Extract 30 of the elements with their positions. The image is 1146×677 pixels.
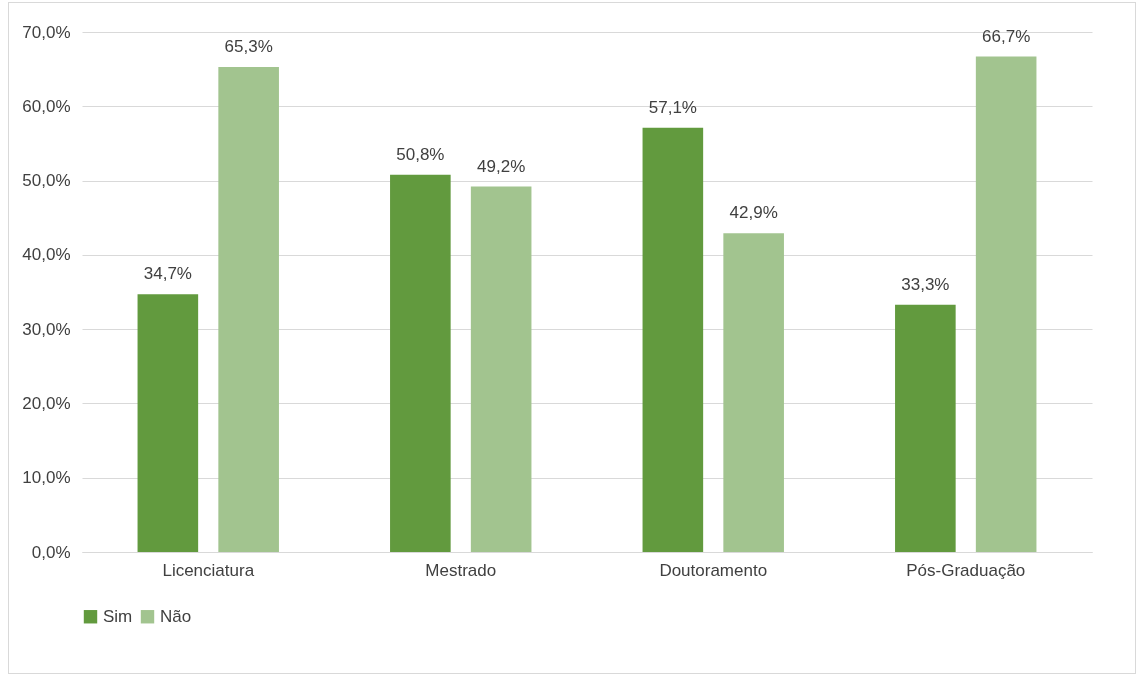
x-tick-label: Mestrado: [425, 560, 497, 580]
data-label: 49,2%: [477, 156, 526, 176]
data-label: 33,3%: [901, 274, 950, 294]
bar: [642, 127, 704, 552]
bar: [975, 56, 1037, 552]
bar: [723, 233, 784, 552]
y-tick-label: 30,0%: [22, 319, 71, 339]
bar: [390, 174, 451, 552]
x-tick-label: Doutoramento: [659, 560, 768, 580]
bar: [218, 66, 279, 552]
y-tick-label: 70,0%: [22, 22, 71, 42]
data-label: 65,3%: [224, 36, 273, 56]
data-label: 66,7%: [982, 26, 1031, 46]
x-tick-label: Licenciatura: [162, 560, 255, 580]
y-tick-label: 10,0%: [22, 468, 71, 488]
bar: [895, 304, 956, 552]
y-tick-label: 20,0%: [22, 393, 71, 413]
y-tick-label: 50,0%: [22, 171, 71, 191]
data-label: 50,8%: [396, 144, 445, 164]
x-tick-label: Pós-Graduação: [906, 560, 1026, 580]
data-label: 34,7%: [143, 264, 192, 284]
data-label: 42,9%: [729, 203, 778, 223]
y-tick-label: 40,0%: [22, 245, 71, 265]
data-label: 57,1%: [648, 97, 697, 117]
bar: [137, 294, 199, 552]
legend-label: Não: [160, 606, 192, 626]
bar: [470, 186, 532, 552]
y-tick-label: 0,0%: [31, 542, 71, 562]
legend-label: Sim: [103, 606, 133, 626]
y-tick-label: 60,0%: [22, 96, 71, 116]
